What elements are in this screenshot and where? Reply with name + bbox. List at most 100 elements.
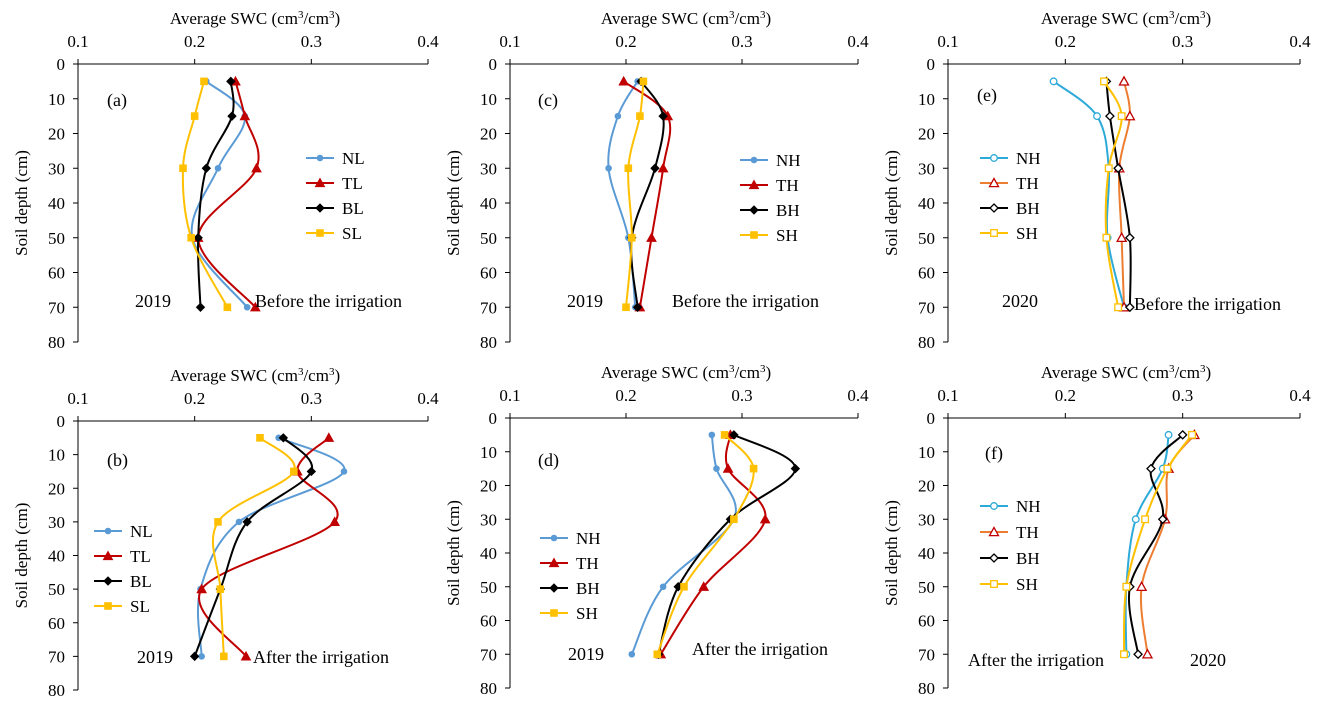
y-tick-label: 70 [48, 298, 65, 317]
data-point-NL [214, 164, 222, 172]
legend: NH TH BH SH [980, 149, 1041, 243]
data-point-BH [632, 302, 643, 312]
data-point-NH [1093, 112, 1101, 121]
y-axis-title: Soil depth (cm) [882, 500, 901, 606]
series-NH [1049, 77, 1128, 312]
data-point-TH [1141, 648, 1154, 659]
panel-e: 0.1 0.2 0.3 0.4 0 10 20 30 40 50 60 70 80 Average SWC… [882, 9, 1311, 352]
data-point-SL [190, 112, 199, 120]
data-point-SH [639, 77, 648, 86]
y-tick-label: 70 [480, 298, 497, 317]
legend-marker-NH [750, 156, 758, 164]
x-tick-label: 0.3 [301, 32, 322, 51]
legend-label-NL: NL [130, 522, 153, 541]
data-point-SH [1163, 464, 1172, 473]
data-point-BH [1124, 232, 1135, 243]
y-tick-label: 30 [480, 510, 497, 529]
legend-label-TH: TH [1016, 523, 1039, 542]
data-point-SL [187, 233, 195, 242]
y-tick-label: 40 [480, 544, 497, 563]
data-point-BL [201, 163, 212, 173]
y-tick-label: 60 [48, 264, 65, 283]
irrigation-note: After the irrigation [253, 647, 389, 667]
x-tick-label: 0.4 [1289, 386, 1311, 405]
data-point-TH [1124, 110, 1136, 121]
y-tick-label: 10 [918, 90, 935, 109]
data-point-BL [189, 651, 200, 662]
y-tick-label: 70 [48, 647, 65, 666]
legend-marker-TH [548, 557, 560, 568]
x-tick-label: 0.2 [184, 32, 205, 51]
legend-label-BH: BH [576, 579, 600, 598]
series-line-NL [190, 80, 248, 308]
panel-label: (b) [107, 450, 128, 471]
x-tick-label: 0.3 [301, 389, 322, 408]
data-point-BL [227, 111, 237, 121]
data-point-TH [657, 162, 669, 173]
data-point-TL [251, 162, 262, 173]
y-axis-title: Soil depth (cm) [882, 150, 901, 256]
x-tick-label: 0.2 [615, 386, 636, 405]
y-tick-label: 20 [918, 477, 935, 496]
data-point-SH [1114, 303, 1123, 312]
series-SH [1120, 430, 1197, 659]
x-tick-label: 0.1 [499, 386, 520, 405]
data-point-SH [653, 650, 662, 659]
legend-label-SH: SH [776, 226, 798, 245]
y-axis-title: Soil depth (cm) [12, 503, 31, 609]
y-tick-label: 50 [918, 229, 935, 248]
data-point-NL [243, 303, 251, 311]
x-tick-label: 0.3 [731, 32, 752, 51]
series-NH [605, 78, 641, 311]
panel-label: (c) [538, 90, 558, 111]
y-tick-label: 20 [48, 125, 65, 144]
y-tick-label: 60 [480, 612, 497, 631]
legend: NL TL BL SL [94, 522, 153, 616]
y-tick-label: 40 [918, 194, 935, 213]
legend: NH TH BH SH [540, 529, 601, 623]
y-tick-label: 70 [918, 645, 935, 664]
data-point-SH [624, 164, 633, 173]
data-point-TH [618, 75, 630, 86]
panel-label: (e) [977, 85, 997, 106]
data-point-SH [1117, 112, 1126, 121]
y-tick-label: 40 [48, 547, 65, 566]
series-line-NH [630, 434, 737, 655]
legend: NL TL BL SL [306, 149, 365, 243]
y-tick-label: 0 [57, 412, 66, 431]
irrigation-note: Before the irrigation [255, 291, 402, 311]
y-tick-label: 20 [48, 479, 65, 498]
y-tick-label: 0 [489, 55, 498, 74]
panel-f: 0.1 0.2 0.3 0.4 0 10 20 30 40 50 60 70 80 Average SWC… [882, 363, 1311, 698]
series-BH [627, 76, 668, 312]
x-tick-label: 0.2 [184, 389, 205, 408]
data-point-NH [605, 164, 612, 172]
y-tick-label: 60 [918, 612, 935, 631]
x-tick-label: 0.4 [847, 32, 869, 51]
data-point-BL [306, 466, 317, 477]
y-tick-label: 50 [48, 580, 65, 599]
y-tick-label: 10 [480, 90, 497, 109]
data-point-SL [214, 518, 222, 526]
series-line-SL [211, 437, 296, 657]
irrigation-note: After the irrigation [692, 639, 828, 659]
data-point-BH [790, 463, 801, 474]
legend-marker-BH [749, 205, 759, 215]
data-point-SL [223, 303, 232, 312]
data-point-SL [179, 164, 187, 173]
legend-marker-NL [104, 527, 112, 535]
legend-label-SH: SH [576, 604, 598, 623]
panel-a: 0.1 0.2 0.3 0.4 0 10 20 30 40 50 60 70 80 Average SWC… [12, 9, 439, 352]
data-point-BH [650, 163, 660, 173]
series-TH [1135, 429, 1201, 659]
legend-marker-NH [990, 154, 998, 162]
series-BH [1124, 429, 1188, 660]
data-point-TL [240, 650, 252, 661]
data-point-SL [290, 467, 298, 476]
data-point-BH [1146, 463, 1156, 474]
legend-label-TL: TL [342, 174, 363, 193]
legend-label-SL: SL [130, 597, 150, 616]
data-point-TL [196, 583, 208, 594]
year-label: 2019 [137, 647, 173, 667]
series-SH [622, 77, 648, 312]
